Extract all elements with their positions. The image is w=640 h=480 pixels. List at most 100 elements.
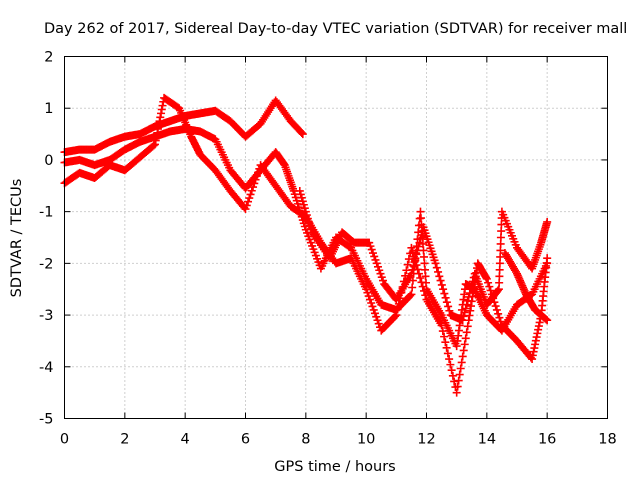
data-point-marker: [407, 269, 416, 278]
data-point-marker: [452, 388, 461, 397]
plot-frame: [64, 56, 608, 419]
data-point-marker: [406, 291, 415, 300]
x-tick-label: 0: [60, 432, 69, 448]
data-point-marker: [440, 289, 449, 298]
data-point-marker: [445, 306, 454, 315]
data-point-marker: [297, 128, 306, 137]
data-point-marker: [463, 322, 472, 331]
y-tick-label: -3: [39, 308, 53, 324]
data-point-marker: [460, 340, 469, 349]
data-point-marker: [437, 321, 446, 330]
y-tick-label: -4: [39, 360, 53, 376]
data-point-marker: [447, 366, 456, 375]
data-point-marker: [496, 317, 505, 326]
data-point-marker: [241, 205, 250, 214]
y-tick-label: -2: [39, 256, 53, 272]
data-point-marker: [434, 267, 443, 276]
data-point-marker: [494, 309, 503, 318]
data-point-marker: [408, 283, 417, 292]
y-tick-label: 0: [44, 153, 53, 169]
data-point-marker: [246, 190, 255, 199]
data-point-marker: [393, 305, 402, 314]
data-point-marker: [464, 292, 473, 301]
data-point-marker: [463, 296, 472, 305]
data-point-marker: [459, 312, 468, 321]
data-point-marker: [441, 293, 450, 302]
data-point-marker: [437, 280, 446, 289]
data-point-marker: [416, 234, 425, 243]
data-point-marker: [412, 250, 421, 259]
series-trace-1: [60, 96, 307, 157]
data-point-marker: [251, 175, 260, 184]
data-point-marker: [457, 358, 466, 367]
gridlines: [64, 56, 608, 419]
y-axis-label: SDTVAR / TECUs: [9, 179, 25, 298]
data-point-marker: [482, 274, 491, 283]
data-point-marker: [462, 300, 471, 309]
data-point-marker: [408, 265, 417, 274]
data-point-marker: [444, 302, 453, 311]
data-point-marker: [298, 130, 307, 139]
data-point-marker: [465, 289, 474, 298]
data-point-marker: [407, 243, 416, 252]
data-point-marker: [245, 194, 254, 203]
data-point-marker: [543, 254, 552, 263]
data-point-marker: [461, 304, 470, 313]
x-tick-label: 16: [538, 432, 556, 448]
data-point-marker: [413, 246, 422, 255]
data-point-marker: [460, 308, 469, 317]
data-point-marker: [418, 282, 427, 291]
data-marks: [60, 93, 552, 397]
data-point-marker: [438, 327, 447, 336]
x-tick-label: 6: [241, 432, 250, 448]
y-tick-label: -1: [39, 205, 53, 221]
x-tick-labels: 0 2 4 6 8 10 12 14 16 18: [60, 432, 617, 448]
x-axis-label: GPS time / hours: [274, 459, 395, 475]
data-point-marker: [247, 186, 256, 195]
data-point-marker: [414, 242, 423, 251]
data-point-marker: [416, 274, 425, 283]
data-point-marker: [249, 183, 258, 192]
data-point-marker: [467, 281, 476, 290]
x-tick-label: 12: [417, 432, 435, 448]
x-tick-label: 4: [181, 432, 190, 448]
y-tick-labels: 2 1 0 -1 -2 -3 -4 -5: [39, 50, 53, 428]
data-point-marker: [410, 258, 419, 267]
data-point-marker: [495, 313, 504, 322]
data-point-marker: [456, 364, 465, 373]
data-point-marker: [436, 276, 445, 285]
data-point-marker: [392, 311, 401, 320]
data-point-marker: [244, 197, 253, 206]
data-point-marker: [421, 291, 430, 300]
data-point-marker: [443, 349, 452, 358]
data-point-marker: [448, 371, 457, 380]
data-point-marker: [486, 286, 495, 295]
y-tick-label: -5: [39, 412, 53, 428]
data-point-marker: [419, 286, 428, 295]
data-point-marker: [445, 355, 454, 364]
data-point-marker: [453, 382, 462, 391]
data-point-marker: [441, 338, 450, 347]
data-point-marker: [391, 312, 400, 321]
data-point-marker: [404, 255, 413, 264]
data-point-marker: [542, 315, 551, 324]
x-tick-label: 14: [478, 432, 496, 448]
data-point-marker: [407, 290, 416, 299]
data-point-marker: [432, 263, 441, 272]
chart-title: Day 262 of 2017, Sidereal Day-to-day VTE…: [44, 21, 627, 37]
data-point-marker: [458, 352, 467, 361]
data-point-marker: [440, 332, 449, 341]
data-point-marker: [417, 230, 426, 239]
data-point-marker: [446, 360, 455, 369]
data-point-marker: [417, 278, 426, 287]
data-point-marker: [442, 343, 451, 352]
data-point-marker: [414, 269, 423, 278]
x-tick-label: 10: [357, 432, 375, 448]
data-point-marker: [435, 272, 444, 281]
data-point-marker: [242, 201, 251, 210]
data-point-marker: [250, 179, 259, 188]
data-point-marker: [455, 370, 464, 379]
x-tick-label: 8: [301, 432, 310, 448]
data-point-marker: [442, 298, 451, 307]
